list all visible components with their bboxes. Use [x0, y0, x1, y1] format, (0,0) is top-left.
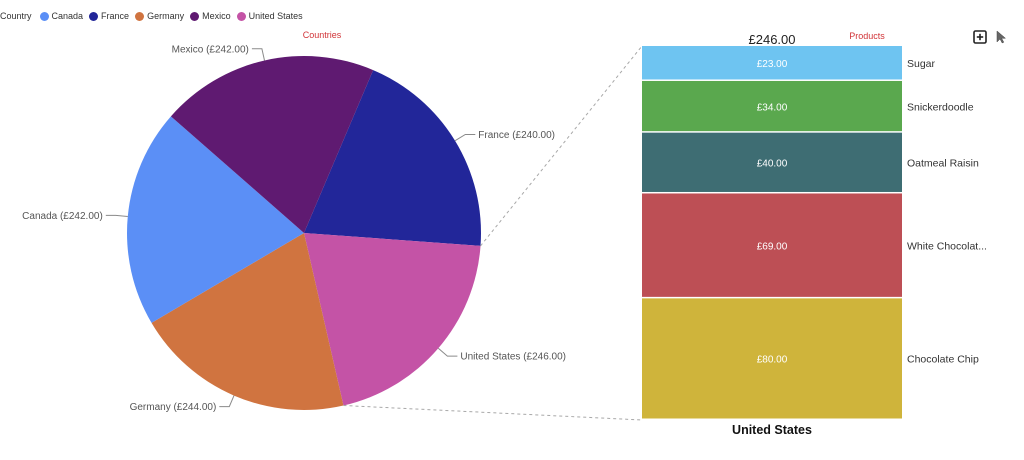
- legend-item[interactable]: United States: [236, 11, 303, 21]
- pie-slice-label: Canada (£242.00): [22, 211, 103, 222]
- pie-leader-line: [454, 134, 476, 142]
- legend-item[interactable]: Canada: [39, 11, 84, 21]
- bar-segment-value-label: £69.00: [757, 241, 788, 252]
- bar-segment-name-label: Oatmeal Raisin: [907, 158, 979, 170]
- legend-label: United States: [248, 11, 303, 21]
- pie-leader-line: [105, 214, 128, 217]
- pie-leader-line: [219, 395, 235, 408]
- legend-label: Mexico: [202, 11, 231, 21]
- legend-label: France: [101, 11, 130, 21]
- legend-swatch: [39, 11, 49, 21]
- legend-swatch: [236, 11, 246, 21]
- bar-segment-name-label: White Chocolat...: [907, 240, 987, 252]
- pie-slice: [304, 70, 481, 246]
- expand-icon[interactable]: [973, 30, 987, 44]
- legend-label: Canada: [51, 11, 84, 21]
- legend-swatch: [190, 11, 200, 21]
- legend: Country Canada France Germany Mexico United …: [0, 8, 309, 24]
- legend-title: Country: [0, 11, 32, 21]
- pie-slice-label: France (£240.00): [478, 130, 555, 141]
- bar-segment: [642, 298, 902, 419]
- legend-items: Canada France Germany Mexico United States: [39, 11, 309, 21]
- connector-line-bottom: [343, 405, 643, 421]
- bar-segment-value-label: £34.00: [757, 102, 788, 113]
- bar-segment-value-label: £23.00: [757, 59, 788, 70]
- pie-slice-label: Germany (£244.00): [130, 402, 217, 413]
- bar-segment: [642, 193, 902, 297]
- pie-slice: [170, 56, 374, 233]
- pie-slice: [127, 116, 305, 323]
- bar-segment: [642, 132, 902, 192]
- bar-segment: [642, 46, 902, 80]
- bar-segment-name-label: Snickerdoodle: [907, 101, 974, 113]
- bar-segment: [642, 80, 902, 132]
- pie-slice: [304, 233, 481, 406]
- legend-item[interactable]: France: [89, 11, 129, 21]
- pie-leader-line: [437, 347, 458, 357]
- legend-swatch: [135, 11, 145, 21]
- bar-segment-value-label: £80.00: [757, 355, 788, 366]
- pie-slice-label: United States (£246.00): [460, 352, 566, 363]
- connector-line-top: [480, 45, 643, 247]
- legend-swatch: [89, 11, 99, 21]
- bar-segment-name-label: Chocolate Chip: [907, 354, 979, 366]
- pie-slice: [151, 233, 344, 411]
- bar-segment-value-label: £40.00: [757, 159, 788, 170]
- pointer-icon[interactable]: [995, 30, 1009, 44]
- legend-label: Germany: [147, 11, 185, 21]
- bar-category-label: United States: [732, 423, 812, 437]
- legend-item[interactable]: Mexico: [190, 11, 231, 21]
- pie-slice-label: Mexico (£242.00): [172, 44, 249, 55]
- pie-title: Countries: [303, 30, 342, 40]
- pie-leader-line: [251, 48, 265, 61]
- legend-item[interactable]: Germany: [135, 11, 184, 21]
- bar-total-label: £246.00: [749, 32, 796, 47]
- bar-title: Products: [849, 31, 885, 41]
- bar-segment-name-label: Sugar: [907, 58, 936, 70]
